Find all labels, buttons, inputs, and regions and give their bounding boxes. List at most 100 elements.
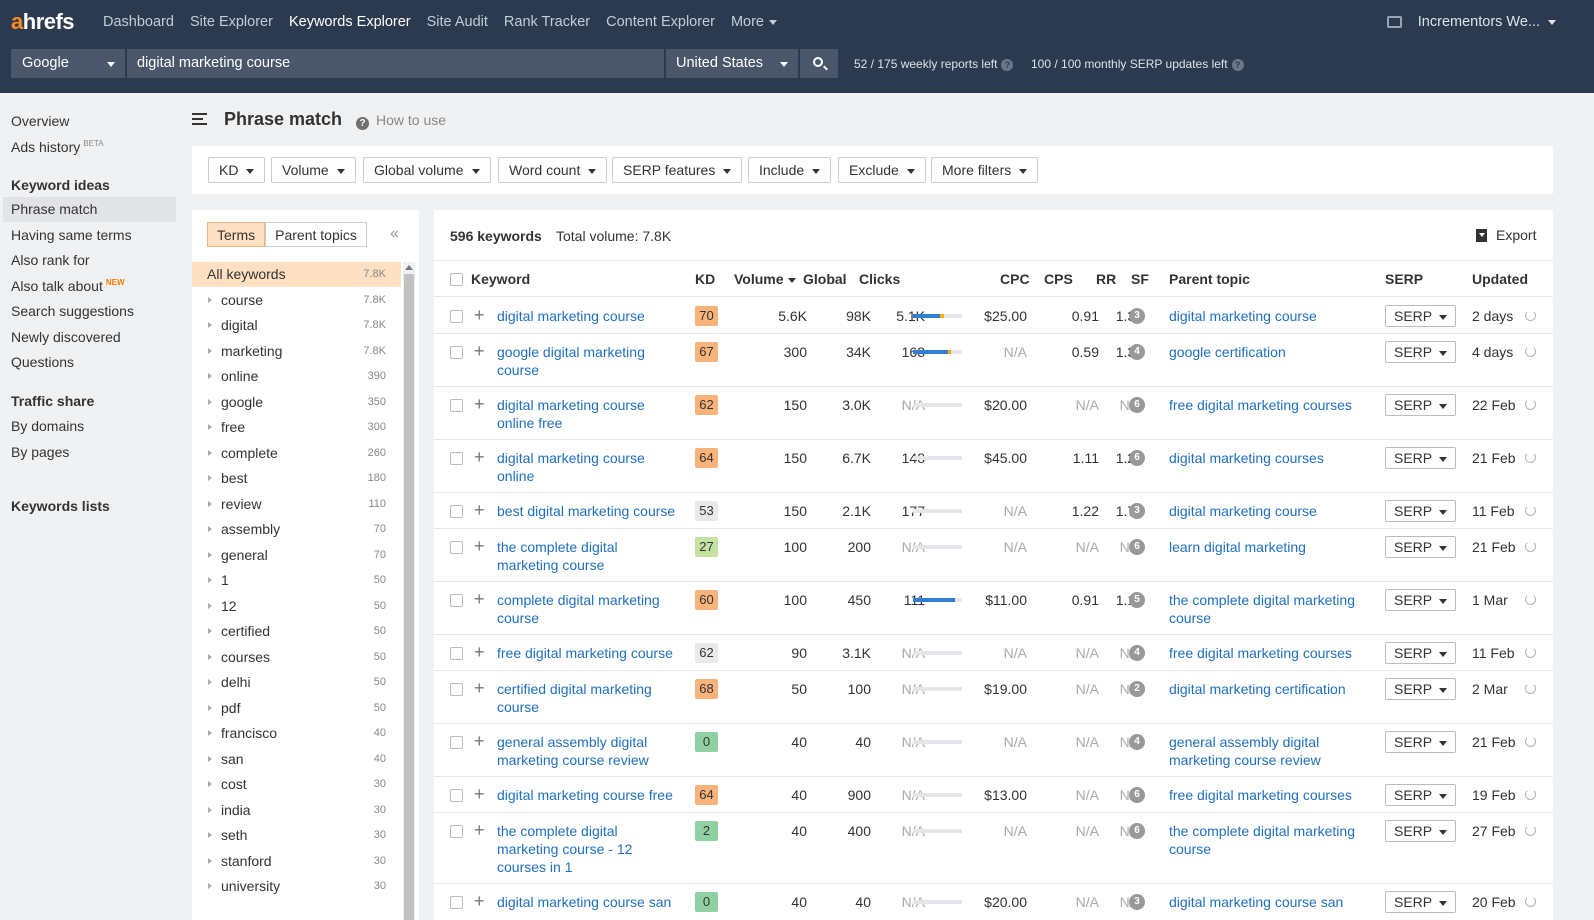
serp-button[interactable]: SERP — [1385, 784, 1456, 806]
serp-button[interactable]: SERP — [1385, 678, 1456, 700]
parent-topic-link[interactable]: free digital marketing courses — [1169, 787, 1352, 803]
refresh-icon[interactable] — [1525, 346, 1536, 357]
parent-topic-link[interactable]: learn digital marketing — [1169, 539, 1306, 555]
refresh-icon[interactable] — [1525, 399, 1536, 410]
sidebar-item-questions[interactable]: Questions — [3, 350, 176, 375]
how-to-use-link[interactable]: ? How to use — [356, 112, 446, 130]
parent-topic-link[interactable]: digital marketing courses — [1169, 450, 1324, 466]
parent-topic-link[interactable]: the complete digital marketing course — [1169, 592, 1355, 626]
expand-icon[interactable] — [208, 398, 212, 405]
serp-features-badge[interactable]: 3 — [1129, 308, 1145, 324]
filter-global-volume[interactable]: Global volume — [363, 157, 491, 183]
serp-button[interactable]: SERP — [1385, 891, 1456, 913]
col-sf[interactable]: SF — [1131, 271, 1149, 287]
refresh-icon[interactable] — [1525, 310, 1536, 321]
term-item[interactable]: online 390 — [192, 364, 401, 389]
expand-icon[interactable] — [208, 857, 212, 864]
country-select[interactable]: United States — [666, 49, 798, 78]
keyword-link[interactable]: digital marketing course san — [497, 894, 672, 910]
sidebar-item-ads-history[interactable]: Ads history BETA — [3, 135, 176, 160]
term-item[interactable]: best 180 — [192, 466, 401, 491]
serp-features-badge[interactable]: 3 — [1129, 503, 1145, 519]
terms-scrollbar[interactable] — [403, 262, 415, 920]
term-item[interactable]: francisco 40 — [192, 721, 401, 746]
term-item[interactable]: courses 50 — [192, 645, 401, 670]
term-item[interactable]: india 30 — [192, 798, 401, 823]
add-to-list-icon[interactable]: + — [474, 394, 485, 414]
keyword-link[interactable]: free digital marketing course — [497, 645, 673, 661]
keyword-link[interactable]: best digital marketing course — [497, 503, 676, 519]
term-item[interactable]: complete 260 — [192, 441, 401, 466]
nav-more[interactable]: More — [731, 14, 777, 30]
add-to-list-icon[interactable]: + — [474, 536, 485, 556]
expand-icon[interactable] — [208, 526, 212, 532]
refresh-icon[interactable] — [1525, 647, 1536, 658]
filter-volume[interactable]: Volume — [271, 157, 356, 183]
tab-parent-topics[interactable]: Parent topics — [265, 222, 367, 247]
serp-button[interactable]: SERP — [1385, 305, 1456, 327]
tab-terms[interactable]: Terms — [207, 222, 266, 247]
expand-icon[interactable] — [208, 755, 212, 762]
select-all-checkbox[interactable] — [450, 273, 463, 286]
expand-icon[interactable] — [208, 449, 212, 456]
keyword-link[interactable]: digital marketing course free — [497, 787, 673, 803]
parent-topic-link[interactable]: the complete digital marketing course — [1169, 823, 1355, 857]
expand-icon[interactable] — [208, 347, 212, 354]
term-item[interactable]: free 300 — [192, 415, 401, 440]
menu-icon[interactable] — [192, 113, 207, 125]
help-icon[interactable]: ? — [1231, 58, 1244, 71]
collapse-panel-icon[interactable]: « — [390, 225, 399, 242]
term-item[interactable]: course 7.8K — [192, 288, 401, 313]
term-all-keywords[interactable]: All keywords 7.8K — [192, 262, 401, 287]
serp-button[interactable]: SERP — [1385, 447, 1456, 469]
expand-icon[interactable] — [208, 322, 212, 328]
row-checkbox[interactable] — [450, 505, 463, 518]
keyword-link[interactable]: digital marketing course online free — [497, 397, 645, 431]
nav-rank-tracker[interactable]: Rank Tracker — [504, 14, 590, 30]
add-to-list-icon[interactable]: + — [474, 500, 485, 520]
search-engine-select[interactable]: Google — [11, 49, 125, 78]
row-checkbox[interactable] — [450, 594, 463, 607]
expand-icon[interactable] — [208, 373, 212, 379]
col-keyword[interactable]: Keyword — [471, 271, 531, 287]
term-item[interactable]: assembly 70 — [192, 517, 401, 542]
nav-keywords-explorer[interactable]: Keywords Explorer — [289, 14, 411, 30]
add-to-list-icon[interactable]: + — [474, 589, 485, 609]
keyword-link[interactable]: general assembly digital marketing cours… — [497, 734, 649, 768]
serp-features-badge[interactable]: 6 — [1129, 823, 1145, 839]
refresh-icon[interactable] — [1525, 825, 1536, 836]
row-checkbox[interactable] — [450, 683, 463, 696]
term-item[interactable]: pdf 50 — [192, 696, 401, 721]
serp-button[interactable]: SERP — [1385, 394, 1456, 416]
refresh-icon[interactable] — [1525, 505, 1536, 516]
filter-include[interactable]: Include — [748, 157, 832, 183]
monitor-icon[interactable] — [1386, 16, 1402, 28]
col-kd[interactable]: KD — [695, 271, 716, 287]
term-item[interactable]: 12 50 — [192, 594, 401, 619]
expand-icon[interactable] — [208, 653, 212, 660]
expand-icon[interactable] — [208, 551, 212, 558]
expand-icon[interactable] — [208, 883, 212, 889]
expand-icon[interactable] — [208, 500, 212, 507]
filter-more-filters[interactable]: More filters — [931, 157, 1039, 183]
serp-button[interactable]: SERP — [1385, 341, 1456, 363]
row-checkbox[interactable] — [450, 736, 463, 749]
expand-icon[interactable] — [208, 730, 212, 736]
serp-features-badge[interactable]: 4 — [1129, 344, 1145, 360]
parent-topic-link[interactable]: digital marketing course — [1169, 503, 1317, 519]
serp-button[interactable]: SERP — [1385, 500, 1456, 522]
refresh-icon[interactable] — [1525, 736, 1536, 747]
col-serp[interactable]: SERP — [1385, 271, 1424, 287]
col-updated[interactable]: Updated — [1472, 271, 1528, 287]
expand-icon[interactable] — [208, 296, 212, 303]
keyword-link[interactable]: google digital marketing course — [497, 344, 645, 378]
serp-features-badge[interactable]: 6 — [1129, 539, 1145, 555]
sidebar-item-having-same-terms[interactable]: Having same terms — [3, 223, 176, 248]
keyword-link[interactable]: digital marketing course online — [497, 450, 645, 484]
add-to-list-icon[interactable]: + — [474, 891, 485, 911]
sidebar-item-also-rank-for[interactable]: Also rank for — [3, 248, 176, 273]
serp-features-badge[interactable]: 4 — [1129, 645, 1145, 661]
add-to-list-icon[interactable]: + — [474, 784, 485, 804]
export-button[interactable]: Export — [1476, 227, 1536, 243]
keyword-link[interactable]: certified digital marketing course — [497, 681, 652, 715]
